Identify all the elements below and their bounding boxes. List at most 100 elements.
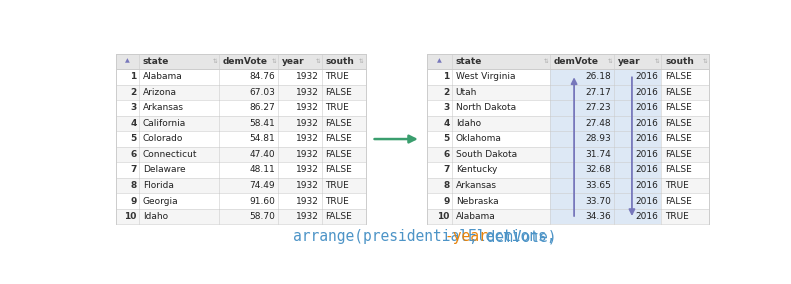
Bar <box>278 131 322 147</box>
Bar <box>219 209 278 224</box>
Text: ⇅: ⇅ <box>655 59 660 64</box>
Bar <box>452 147 550 162</box>
Bar <box>452 178 550 193</box>
Text: Idaho: Idaho <box>143 212 168 221</box>
Bar <box>219 131 278 147</box>
Text: 1: 1 <box>443 72 449 81</box>
Bar <box>139 147 219 162</box>
Bar <box>452 209 550 224</box>
Text: 7: 7 <box>131 166 137 174</box>
Text: TRUE: TRUE <box>665 212 689 221</box>
Text: FALSE: FALSE <box>665 134 692 143</box>
Bar <box>614 54 661 69</box>
Text: ⇅: ⇅ <box>213 59 217 64</box>
Text: Connecticut: Connecticut <box>143 150 198 159</box>
Bar <box>278 116 322 131</box>
Bar <box>322 69 365 85</box>
Text: FALSE: FALSE <box>665 103 692 112</box>
Text: Georgia: Georgia <box>143 197 179 206</box>
Text: ⇅: ⇅ <box>271 59 276 64</box>
Text: 26.18: 26.18 <box>585 72 611 81</box>
Bar <box>116 209 139 224</box>
Text: 6: 6 <box>131 150 137 159</box>
Text: 2: 2 <box>443 88 449 97</box>
Bar <box>139 100 219 116</box>
Bar <box>614 193 661 209</box>
Bar <box>427 178 452 193</box>
Bar <box>661 85 709 100</box>
Text: 1932: 1932 <box>296 197 319 206</box>
Bar <box>116 131 139 147</box>
Text: 6: 6 <box>443 150 449 159</box>
Text: Utah: Utah <box>456 88 477 97</box>
Bar <box>427 100 452 116</box>
Text: 1932: 1932 <box>296 119 319 128</box>
Bar <box>116 178 139 193</box>
Text: 2016: 2016 <box>635 88 658 97</box>
Text: Alabama: Alabama <box>143 72 183 81</box>
Bar <box>452 193 550 209</box>
Bar <box>139 54 219 69</box>
Text: FALSE: FALSE <box>665 166 692 174</box>
Text: ▲: ▲ <box>125 58 130 63</box>
Text: year: year <box>282 57 305 66</box>
Bar <box>116 116 139 131</box>
Bar <box>661 162 709 178</box>
Bar <box>427 116 452 131</box>
Text: 7: 7 <box>443 166 449 174</box>
Text: 3: 3 <box>443 103 449 112</box>
Text: 34.36: 34.36 <box>585 212 611 221</box>
Text: 2: 2 <box>131 88 137 97</box>
Bar <box>219 193 278 209</box>
Text: state: state <box>456 57 482 66</box>
Text: 1932: 1932 <box>296 181 319 190</box>
Bar <box>452 131 550 147</box>
Bar <box>550 131 614 147</box>
Bar <box>550 100 614 116</box>
Bar <box>661 54 709 69</box>
Text: south: south <box>665 57 694 66</box>
Text: FALSE: FALSE <box>325 150 352 159</box>
Text: 2016: 2016 <box>635 166 658 174</box>
Bar <box>661 69 709 85</box>
Text: 2016: 2016 <box>635 119 658 128</box>
Bar <box>322 116 365 131</box>
Text: 67.03: 67.03 <box>249 88 275 97</box>
Text: FALSE: FALSE <box>325 212 352 221</box>
Text: ⇅: ⇅ <box>359 59 364 64</box>
Bar <box>278 85 322 100</box>
Bar <box>278 69 322 85</box>
Text: Colorado: Colorado <box>143 134 184 143</box>
Bar <box>219 69 278 85</box>
Text: Oklahoma: Oklahoma <box>456 134 501 143</box>
Text: 3: 3 <box>131 103 137 112</box>
Text: West Virginia: West Virginia <box>456 72 515 81</box>
Text: Alabama: Alabama <box>456 212 495 221</box>
Bar <box>322 147 365 162</box>
Bar <box>322 54 365 69</box>
Text: 74.49: 74.49 <box>249 181 275 190</box>
Text: 84.76: 84.76 <box>249 72 275 81</box>
Bar <box>452 162 550 178</box>
Bar <box>550 69 614 85</box>
Bar <box>427 85 452 100</box>
Bar <box>278 209 322 224</box>
Bar <box>614 147 661 162</box>
Bar <box>452 54 550 69</box>
Bar <box>427 69 452 85</box>
Text: FALSE: FALSE <box>325 119 352 128</box>
Text: TRUE: TRUE <box>325 181 350 190</box>
Text: FALSE: FALSE <box>325 134 352 143</box>
Text: FALSE: FALSE <box>665 88 692 97</box>
Bar <box>550 54 614 69</box>
Text: 58.70: 58.70 <box>249 212 275 221</box>
Text: FALSE: FALSE <box>665 72 692 81</box>
Text: 28.93: 28.93 <box>585 134 611 143</box>
Bar <box>139 178 219 193</box>
Text: TRUE: TRUE <box>325 72 350 81</box>
Text: 1: 1 <box>131 72 137 81</box>
Bar <box>661 100 709 116</box>
Text: 2016: 2016 <box>635 181 658 190</box>
Bar <box>219 116 278 131</box>
Bar <box>278 100 322 116</box>
